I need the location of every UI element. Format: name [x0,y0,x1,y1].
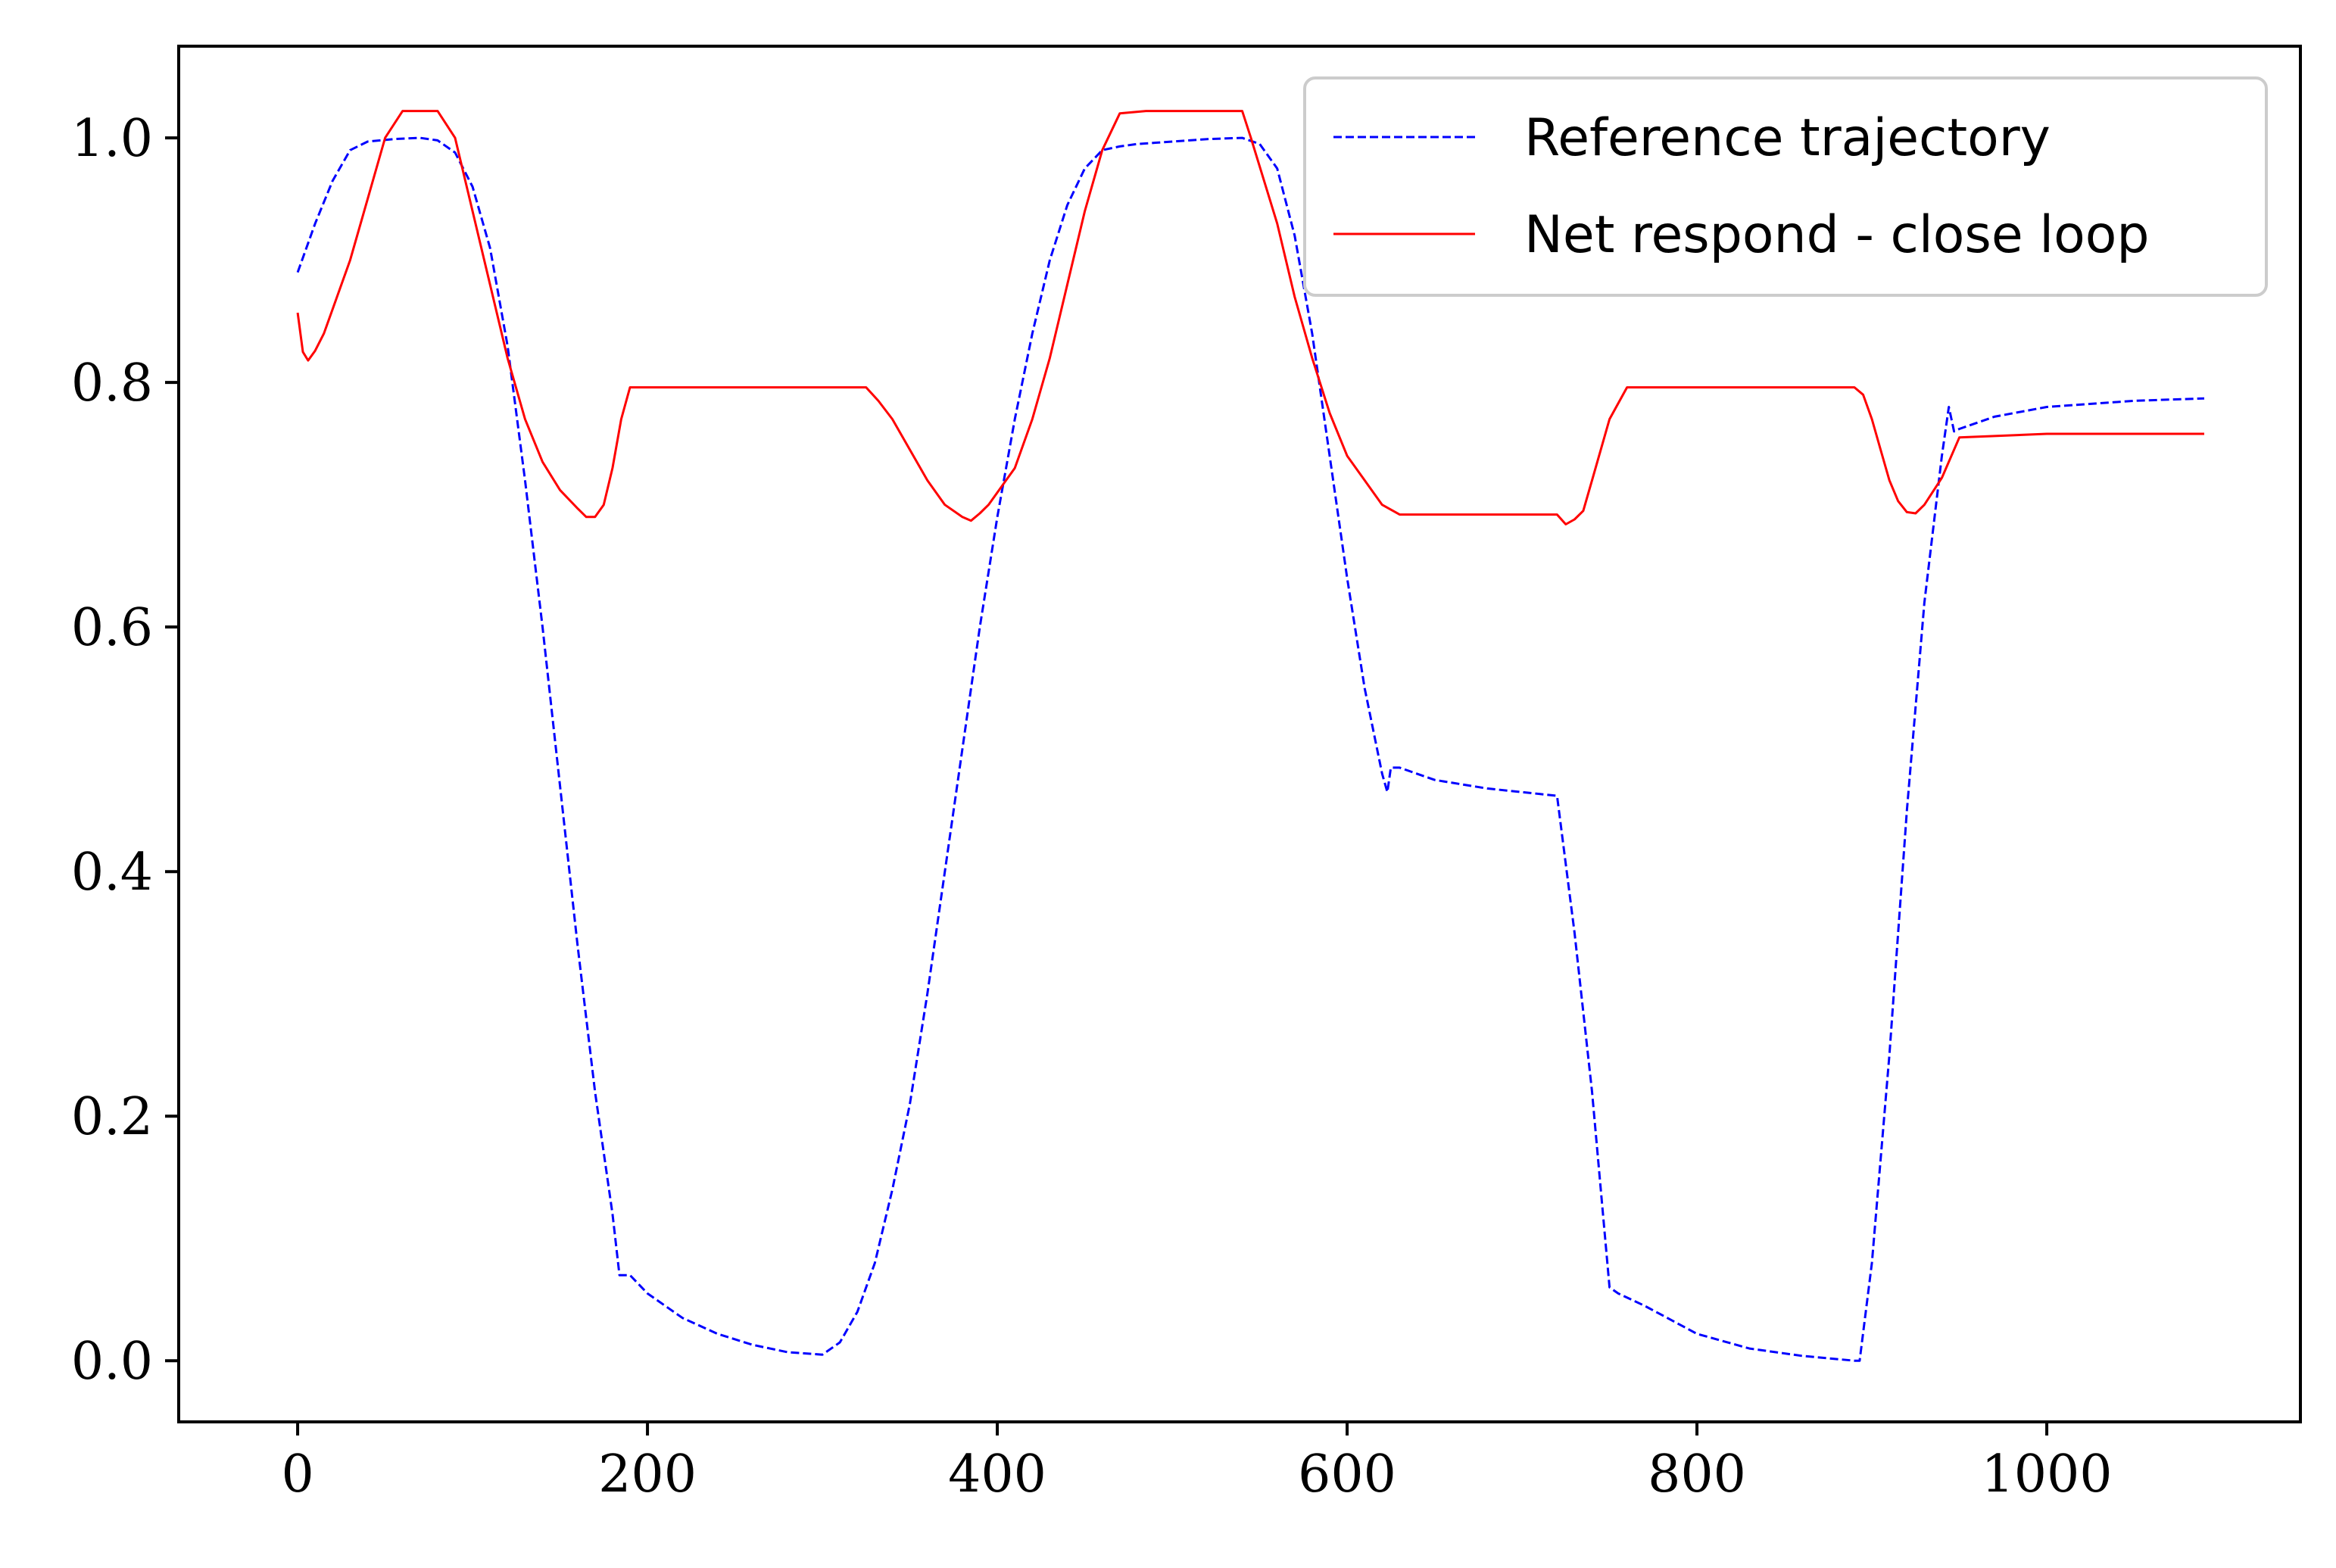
x-axis-ticks: 0 200 400 600 800 1000 [281,1422,2113,1504]
y-tick-label: 0.0 [71,1332,153,1392]
y-tick-label: 0.6 [71,598,153,658]
y-tick-label: 0.8 [71,354,153,413]
legend: Reference trajectory Net respond - close … [1303,76,2268,297]
series-line-1 [296,136,2205,1362]
axes-frame [177,45,2302,1423]
legend-box [1303,76,2268,297]
y-tick-label: 1.0 [71,109,153,169]
x-tick-label: 800 [1648,1445,1746,1504]
x-tick-label: 400 [948,1445,1046,1504]
legend-label: Net respond - close loop [1524,205,2150,265]
x-tick-label: 0 [281,1445,313,1504]
plot-area [296,110,2205,1362]
x-tick-label: 200 [598,1445,697,1504]
x-tick-label: 1000 [1982,1445,2113,1504]
legend-label: Reference trajectory [1524,108,2051,168]
x-tick-label: 600 [1298,1445,1396,1504]
y-tick-label: 0.4 [71,843,153,902]
y-tick-label: 0.2 [71,1087,153,1147]
series-line-2 [296,110,2204,525]
y-axis-ticks: 0.0 0.2 0.4 0.6 0.8 1.0 [71,109,179,1392]
